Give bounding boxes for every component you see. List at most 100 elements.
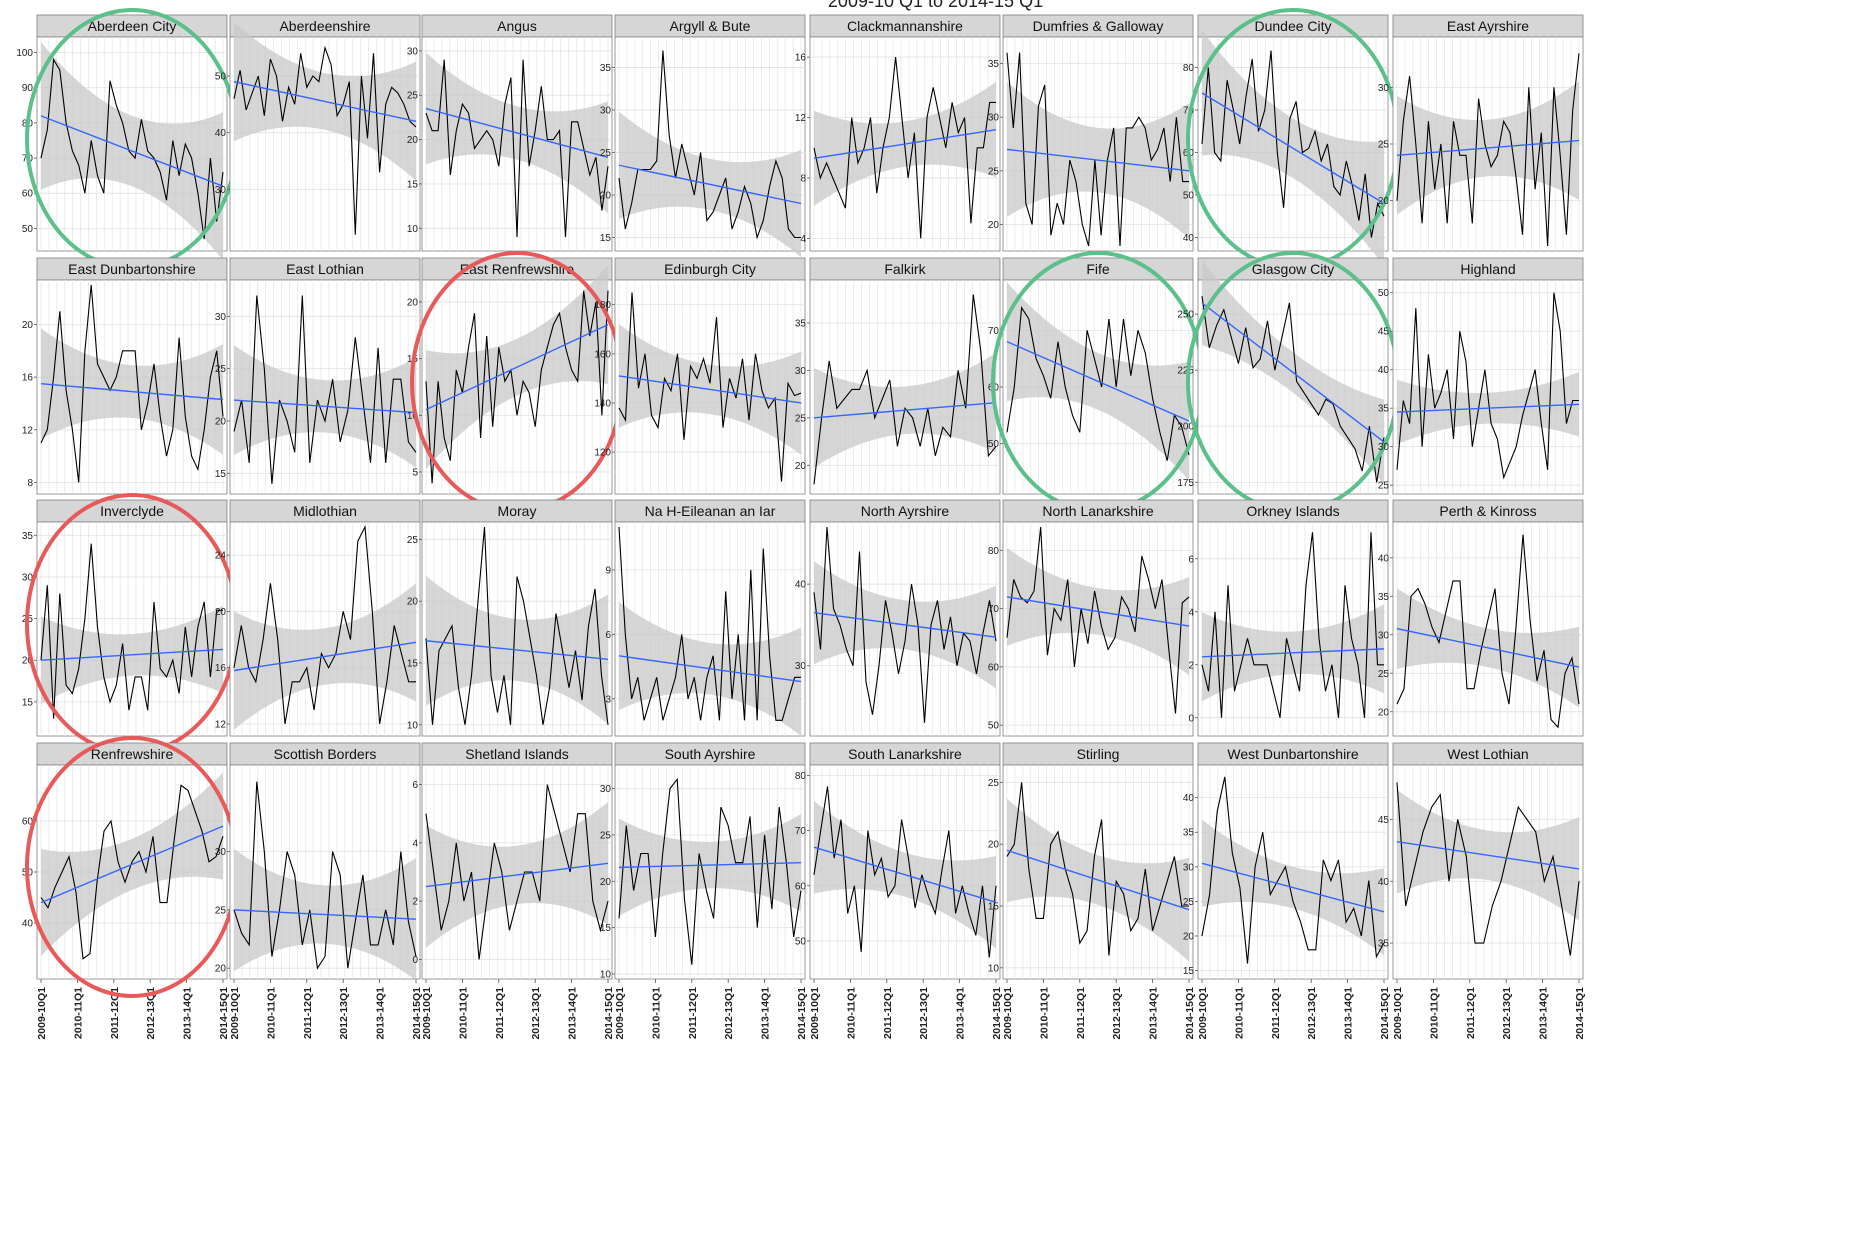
- x-tick-label: 2014-15Q1: [991, 987, 1003, 1040]
- facet-panel: East Ayrshire 20 25 30: [1378, 14, 1584, 252]
- y-tick-label: 8: [800, 174, 806, 185]
- x-tick-label: 2012-13Q1: [1111, 987, 1123, 1040]
- facet-title: Argyll & Bute: [670, 18, 751, 34]
- trend-line: [618, 862, 802, 869]
- y-tick-label: 50: [215, 72, 227, 83]
- y-tick-label: 160: [594, 349, 611, 360]
- trend-line: [233, 641, 417, 672]
- facet-panel: Argyll & Bute 15 20 25 30 35: [600, 14, 806, 258]
- x-tick-label: 2010-11Q1: [1233, 987, 1245, 1039]
- x-tick-label: 2012-13Q1: [723, 987, 735, 1040]
- x-tick-label: 2010-11Q1: [265, 987, 277, 1039]
- y-tick-label: 30: [22, 572, 34, 583]
- y-tick-label: 15: [22, 697, 34, 708]
- x-tick-label: 2010-11Q1: [1038, 987, 1050, 1039]
- y-tick-label: 50: [988, 439, 1000, 450]
- x-tick-label: 2011-12Q1: [109, 987, 121, 1039]
- y-tick-label: 16: [22, 373, 34, 384]
- y-tick-label: 90: [22, 83, 34, 94]
- y-tick-label: 60: [795, 881, 807, 892]
- y-tick-label: 25: [1378, 669, 1390, 680]
- x-tick-label: 2010-11Q1: [457, 987, 469, 1039]
- y-tick-label: 6: [412, 780, 418, 791]
- x-tick-label: 2013-14Q1: [955, 987, 967, 1040]
- facet-panel: North Ayrshire 30 40: [795, 499, 1001, 737]
- facet-panel: Na H-Eileanan an Iar 3 6 9: [605, 499, 806, 737]
- x-tick-label: 2014-15Q1: [1184, 987, 1196, 1040]
- series-line: [1201, 50, 1385, 238]
- x-tick-label: 2013-14Q1: [1343, 987, 1355, 1040]
- y-tick-label: 25: [215, 364, 227, 375]
- facet-panel: South Lanarkshire 50 60 70 80 2009-10Q1 2010-1…: [795, 742, 1003, 1040]
- x-tick-label: 2013-14Q1: [1538, 987, 1550, 1040]
- series-line: [618, 50, 801, 240]
- y-tick-label: 80: [1183, 63, 1195, 74]
- y-tick-label: 50: [795, 936, 807, 947]
- facet-title: Fife: [1086, 261, 1110, 277]
- y-tick-label: 10: [988, 963, 1000, 974]
- y-tick-label: 30: [795, 366, 807, 377]
- y-tick-label: 40: [215, 128, 227, 139]
- trend-line: [425, 640, 609, 660]
- y-tick-label: 30: [1183, 862, 1195, 873]
- trend-line: [40, 825, 224, 904]
- y-tick-label: 30: [988, 113, 1000, 124]
- series-line: [1396, 782, 1580, 956]
- series-line: [233, 45, 417, 235]
- trend-line: [425, 862, 609, 888]
- series-line: [425, 784, 609, 960]
- facet-title: South Lanarkshire: [848, 746, 962, 762]
- series-line: [40, 543, 223, 719]
- facet-panel: Midlothian 12 16 20 24: [215, 499, 421, 737]
- y-tick-label: 30: [1378, 442, 1390, 453]
- y-tick-label: 2: [412, 897, 418, 908]
- facet-panel: Shetland Islands 0 2 4 6 2009-10Q1 2010-11Q1 20…: [412, 742, 615, 1040]
- x-tick-label: 2009-10Q1: [614, 987, 626, 1040]
- facet-title: Falkirk: [884, 261, 926, 277]
- facet-title: Dundee City: [1254, 18, 1331, 34]
- facet-title: Aberdeenshire: [279, 18, 370, 34]
- facet-title: Clackmannanshire: [847, 18, 963, 34]
- y-tick-label: 40: [1378, 877, 1390, 888]
- y-tick-label: 60: [22, 817, 34, 828]
- y-tick-label: 35: [1378, 404, 1390, 415]
- y-tick-label: 25: [407, 91, 419, 102]
- y-tick-label: 5: [412, 468, 418, 479]
- y-tick-label: 200: [1177, 422, 1194, 433]
- y-tick-label: 50: [22, 224, 34, 235]
- y-tick-label: 9: [605, 565, 611, 576]
- series-line: [40, 784, 224, 960]
- facet-title: East Renfrewshire: [460, 261, 575, 277]
- facet-title: West Lothian: [1447, 746, 1528, 762]
- y-tick-label: 15: [407, 659, 419, 670]
- x-tick-label: 2014-15Q1: [411, 987, 423, 1040]
- series-line: [1396, 534, 1580, 729]
- facet-panel: West Lothian 35 40 45 2009-10Q1 2010-11Q1 2011…: [1378, 742, 1586, 1040]
- y-tick-label: 30: [215, 847, 227, 858]
- y-tick-label: 20: [988, 220, 1000, 231]
- facet-title: Moray: [498, 503, 537, 519]
- facet-title: Stirling: [1077, 746, 1120, 762]
- y-tick-label: 20: [215, 964, 227, 975]
- x-tick-label: 2009-10Q1: [809, 987, 821, 1040]
- trend-line: [1396, 139, 1580, 157]
- trend-line: [425, 324, 609, 411]
- facet-title: Na H-Eileanan an Iar: [645, 503, 776, 519]
- y-tick-label: 35: [1378, 939, 1390, 950]
- facet-title: Perth & Kinross: [1439, 503, 1536, 519]
- x-tick-label: 2013-14Q1: [1148, 987, 1160, 1040]
- trend-line: [1201, 92, 1385, 205]
- y-tick-label: 15: [988, 902, 1000, 913]
- y-tick-label: 30: [1378, 83, 1390, 94]
- y-tick-label: 35: [600, 63, 612, 74]
- x-tick-label: 2011-12Q1: [1465, 987, 1477, 1039]
- y-tick-label: 12: [215, 719, 227, 730]
- x-tick-label: 2012-13Q1: [1501, 987, 1513, 1040]
- y-tick-label: 2: [1188, 660, 1194, 671]
- y-tick-label: 30: [215, 185, 227, 196]
- y-tick-label: 40: [1183, 793, 1195, 804]
